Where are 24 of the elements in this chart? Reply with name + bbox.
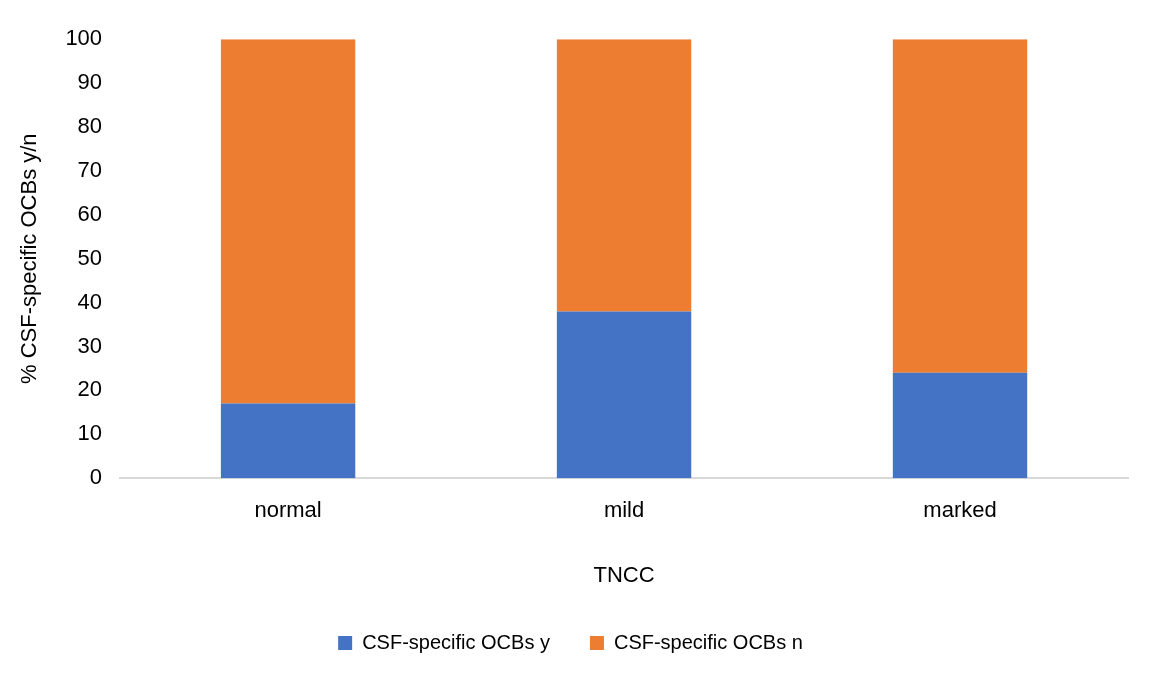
y-tick-label: 20 — [77, 376, 103, 402]
x-tick-label: normal — [254, 497, 322, 523]
y-axis-title: % CSF-specific OCBs y/n — [16, 133, 42, 384]
bar — [556, 39, 692, 312]
y-tick-label: 90 — [77, 69, 103, 95]
y-tick-label: 100 — [65, 25, 103, 51]
y-tick-label: 50 — [77, 244, 103, 270]
x-tick-label: mild — [603, 497, 645, 523]
y-tick-label: 70 — [77, 156, 103, 182]
bar — [892, 39, 1028, 373]
x-axis-title: TNCC — [593, 561, 655, 587]
legend-label: CSF-specific OCBs n — [613, 630, 803, 653]
y-tick-label: 30 — [77, 332, 103, 358]
y-tick-label: 60 — [77, 200, 103, 226]
legend-label: CSF-specific OCBs y — [362, 630, 550, 653]
x-tick-label: marked — [923, 497, 997, 523]
y-tick-label: 40 — [77, 288, 103, 314]
bar — [220, 403, 356, 479]
bar — [220, 39, 356, 404]
y-tick-label: 0 — [89, 464, 103, 490]
bar — [556, 311, 692, 479]
y-tick-label: 80 — [77, 113, 103, 139]
bar — [892, 372, 1028, 479]
y-tick-label: 10 — [77, 420, 103, 446]
